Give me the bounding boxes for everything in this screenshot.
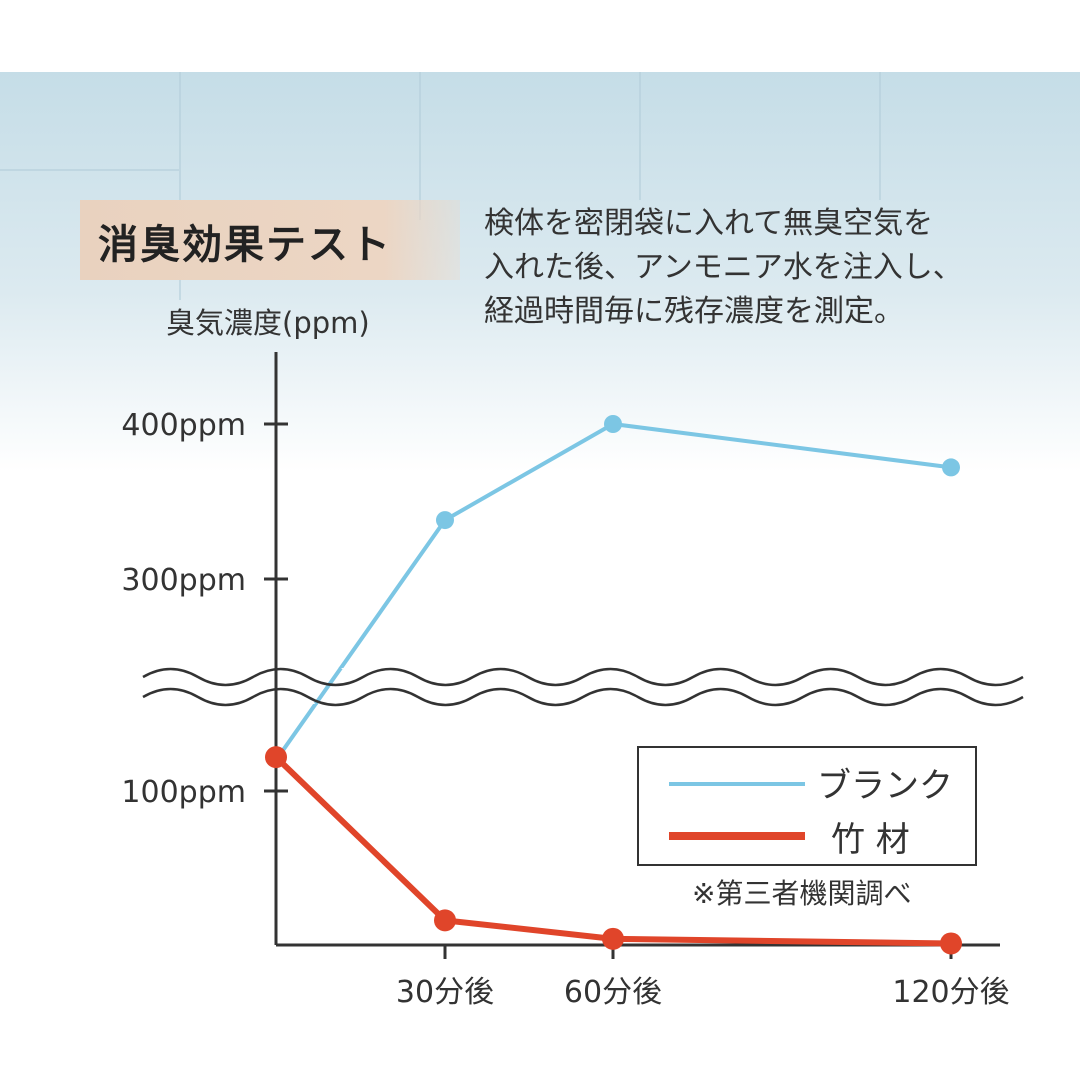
title-banner [80, 200, 460, 280]
legend-label-blank: ブランク [817, 766, 953, 806]
legend: ブランク 竹 材 [637, 746, 977, 866]
series-line-blank-break [313, 666, 343, 706]
data-point-bamboo [434, 909, 456, 932]
y-tick-label: 300ppm [121, 563, 246, 598]
data-point-bamboo [940, 932, 962, 955]
x-tick-label: 120分後 [892, 975, 1009, 1010]
data-point-bamboo [265, 746, 287, 769]
axis-break-wave-bottom [142, 687, 1024, 707]
chart-title: 消臭効果テスト [98, 222, 392, 268]
legend-label-bamboo: 竹 材 [831, 820, 910, 860]
series-line-bamboo [273, 754, 952, 947]
x-tick-label: 60分後 [564, 975, 662, 1010]
y-tick-label: 100ppm [121, 775, 246, 810]
data-point-blank [436, 511, 454, 530]
description: 検体を密閉袋に入れて無臭空気を 入れた後、アンモニア水を注入し、 経過時間毎に残… [484, 202, 1024, 334]
axis-break-wave-top [142, 667, 1024, 687]
data-point-bamboo [602, 927, 624, 950]
data-point-blank [604, 415, 622, 433]
y-tick-label: 400ppm [121, 408, 246, 443]
series-line-blank [274, 422, 952, 762]
description-line-1: 検体を密閉袋に入れて無臭空気を [484, 206, 934, 241]
source-note: ※第三者機関調べ [692, 877, 912, 910]
data-point-blank [942, 458, 960, 477]
legend-swatch-bamboo [669, 832, 805, 840]
axis-break-band [143, 668, 980, 704]
legend-swatch-blank [669, 782, 805, 786]
description-line-2: 入れた後、アンモニア水を注入し、 [484, 250, 963, 285]
y-axis-label: 臭気濃度(ppm) [166, 306, 370, 340]
x-tick-label: 30分後 [396, 975, 494, 1010]
description-line-3: 経過時間毎に残存濃度を測定。 [484, 294, 904, 329]
